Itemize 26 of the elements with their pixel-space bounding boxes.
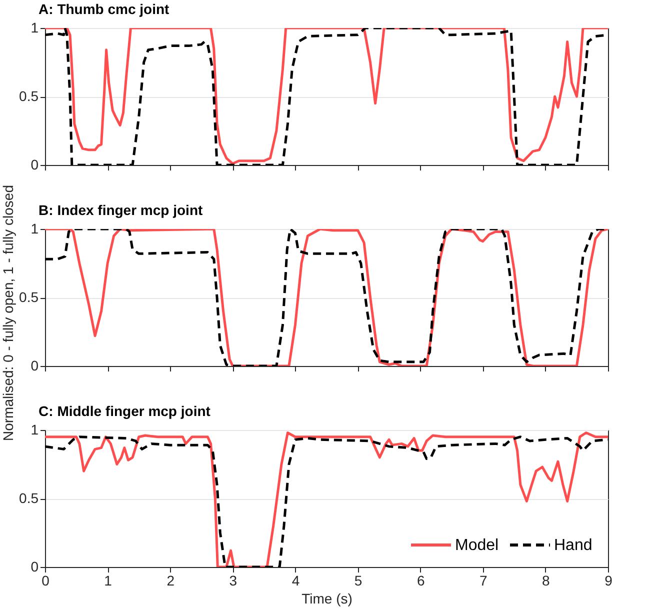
y-tick-label: 1 <box>30 20 39 36</box>
x-tick-label: 7 <box>479 572 488 588</box>
x-axis-title: Time (s) <box>302 590 352 606</box>
legend-label: Model <box>455 537 499 554</box>
x-tick-label: 6 <box>416 572 425 588</box>
y-tick-label: 0 <box>30 358 39 374</box>
y-tick-label: 1 <box>30 422 39 438</box>
x-tick-label: 4 <box>292 572 300 588</box>
y-tick-label: 0.5 <box>19 88 39 104</box>
legend-label: Hand <box>554 537 592 554</box>
y-tick-label: 1 <box>30 220 39 236</box>
y-tick-label: 0 <box>30 558 39 574</box>
y-axis-title: Normalised: 0 - fully open, 1 - fully closed <box>0 185 16 441</box>
chart-title: A: Thumb cmc joint <box>38 1 170 17</box>
x-tick-label: 9 <box>604 572 613 588</box>
chart-title: C: Middle finger mcp joint <box>38 403 211 419</box>
y-tick-label: 0 <box>30 156 39 172</box>
x-tick-label: 1 <box>104 572 112 588</box>
x-tick-label: 8 <box>542 572 550 588</box>
y-tick-label: 0.5 <box>19 289 39 305</box>
y-tick-label: 0.5 <box>19 490 39 506</box>
x-tick-label: 2 <box>166 572 175 588</box>
x-tick-label: 5 <box>354 572 362 588</box>
chart-title: B: Index finger mcp joint <box>38 202 203 218</box>
x-tick-label: 3 <box>229 572 238 588</box>
x-tick-label: 0 <box>42 572 50 588</box>
